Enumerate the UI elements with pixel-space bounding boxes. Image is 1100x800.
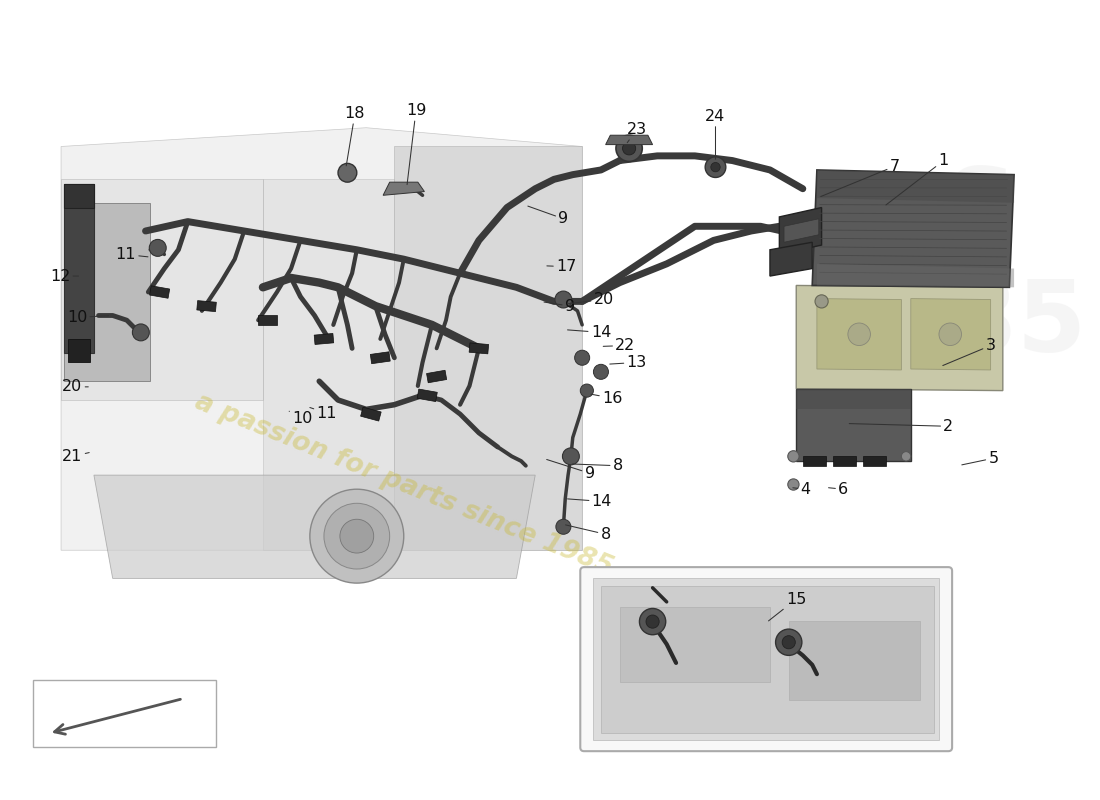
Polygon shape: [60, 179, 263, 400]
Text: 16: 16: [591, 390, 623, 406]
Text: 18: 18: [344, 106, 365, 166]
Polygon shape: [383, 182, 425, 195]
Text: 8: 8: [565, 525, 610, 542]
Circle shape: [554, 291, 572, 308]
Polygon shape: [395, 146, 582, 550]
Polygon shape: [258, 315, 277, 325]
Text: 11: 11: [310, 406, 337, 421]
Polygon shape: [812, 170, 1014, 287]
Circle shape: [848, 323, 870, 346]
Circle shape: [574, 350, 590, 366]
Circle shape: [556, 519, 571, 534]
Polygon shape: [817, 170, 1014, 203]
Circle shape: [616, 135, 642, 162]
Text: 19: 19: [406, 103, 426, 185]
Polygon shape: [601, 586, 934, 734]
Text: 11: 11: [116, 247, 148, 262]
Polygon shape: [911, 298, 991, 370]
Text: a passion for parts since 1985: a passion for parts since 1985: [191, 389, 616, 581]
Polygon shape: [150, 286, 169, 298]
Polygon shape: [803, 456, 826, 466]
Polygon shape: [796, 389, 911, 461]
Polygon shape: [263, 179, 395, 550]
Text: 4: 4: [793, 482, 811, 497]
Text: 10: 10: [67, 310, 109, 325]
Circle shape: [132, 324, 150, 341]
Text: 5: 5: [961, 450, 999, 466]
Polygon shape: [371, 352, 390, 364]
Polygon shape: [593, 578, 939, 740]
Polygon shape: [619, 606, 770, 682]
Polygon shape: [197, 301, 217, 311]
Polygon shape: [60, 128, 582, 550]
Text: 22: 22: [603, 338, 636, 353]
Circle shape: [776, 629, 802, 655]
Text: 17: 17: [547, 259, 576, 274]
Polygon shape: [64, 184, 94, 207]
Polygon shape: [427, 370, 447, 382]
Text: 21: 21: [62, 449, 89, 464]
Circle shape: [705, 157, 726, 178]
Circle shape: [639, 609, 665, 634]
Polygon shape: [770, 242, 812, 276]
Text: 15: 15: [769, 591, 806, 621]
Circle shape: [782, 636, 795, 649]
Polygon shape: [64, 203, 151, 382]
Text: 7: 7: [821, 158, 900, 197]
Text: 14: 14: [568, 494, 612, 509]
Circle shape: [323, 503, 389, 569]
Polygon shape: [315, 334, 333, 345]
Polygon shape: [862, 456, 887, 466]
Text: 14: 14: [568, 325, 612, 340]
FancyBboxPatch shape: [581, 567, 953, 751]
Polygon shape: [469, 343, 488, 354]
Text: eS
1985: eS 1985: [810, 164, 1088, 373]
Polygon shape: [796, 286, 1003, 390]
Text: 9: 9: [528, 206, 569, 226]
Circle shape: [788, 479, 799, 490]
Polygon shape: [789, 621, 921, 701]
Bar: [33, 680, 216, 747]
Text: 9: 9: [547, 459, 595, 481]
Circle shape: [815, 295, 828, 308]
Circle shape: [901, 452, 911, 461]
Circle shape: [340, 519, 374, 553]
Text: 8: 8: [572, 458, 623, 474]
Text: 10: 10: [289, 411, 312, 426]
Circle shape: [581, 384, 593, 397]
Polygon shape: [94, 475, 536, 578]
Polygon shape: [817, 298, 901, 370]
Text: 1: 1: [886, 153, 949, 205]
Text: 24: 24: [705, 109, 726, 159]
Polygon shape: [606, 135, 652, 145]
Polygon shape: [67, 339, 90, 362]
Circle shape: [711, 162, 720, 172]
Circle shape: [939, 323, 961, 346]
Text: 3: 3: [943, 338, 996, 366]
Text: 20: 20: [568, 292, 614, 307]
Circle shape: [562, 448, 580, 465]
Polygon shape: [779, 207, 822, 254]
Circle shape: [150, 239, 166, 256]
Circle shape: [788, 450, 799, 462]
Polygon shape: [784, 218, 818, 242]
Polygon shape: [817, 264, 1014, 287]
Text: 6: 6: [828, 482, 848, 497]
Polygon shape: [417, 389, 438, 402]
Text: 20: 20: [63, 379, 88, 394]
Polygon shape: [833, 456, 856, 466]
Circle shape: [623, 142, 636, 155]
Text: 2: 2: [849, 418, 954, 434]
Polygon shape: [64, 184, 94, 353]
Text: 23: 23: [627, 122, 647, 142]
Circle shape: [593, 364, 608, 379]
Circle shape: [646, 615, 659, 628]
Text: 13: 13: [609, 355, 647, 370]
Text: 12: 12: [50, 269, 78, 283]
Text: 9: 9: [544, 298, 575, 314]
Polygon shape: [361, 407, 382, 421]
Circle shape: [338, 163, 356, 182]
Polygon shape: [796, 389, 911, 410]
Circle shape: [310, 490, 404, 583]
